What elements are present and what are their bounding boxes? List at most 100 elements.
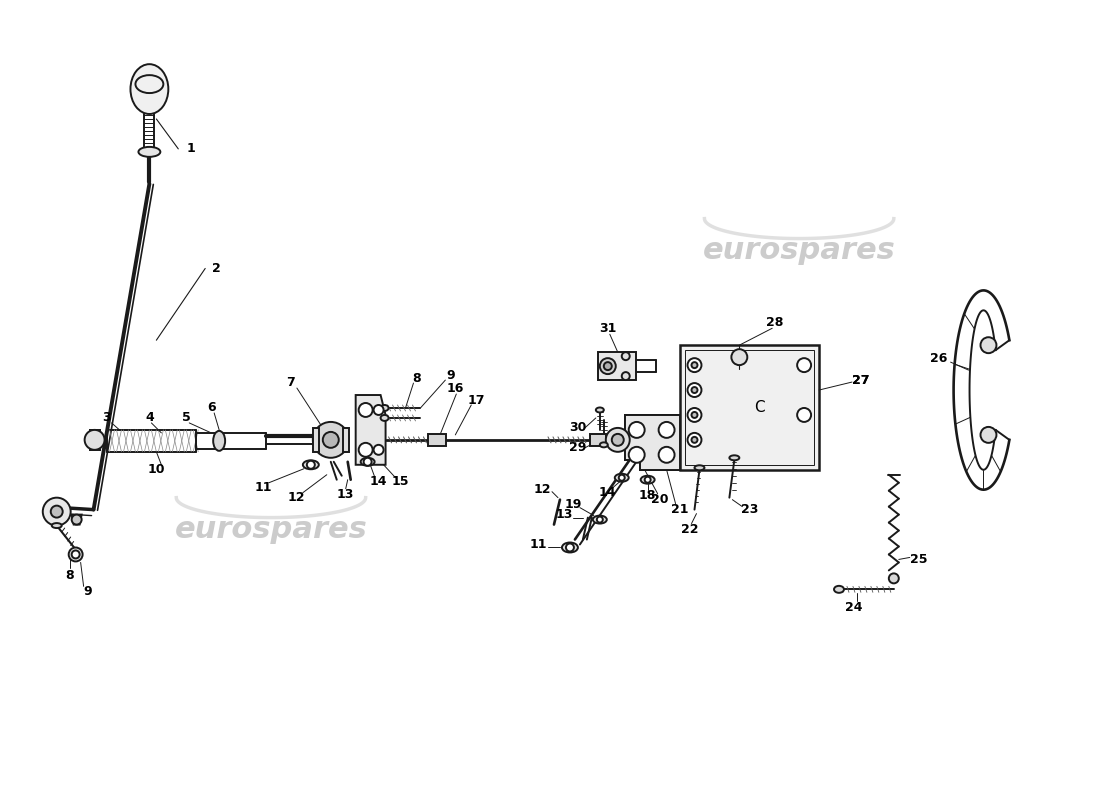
Text: 11: 11: [529, 538, 547, 551]
Text: 11: 11: [254, 481, 272, 494]
Text: 8: 8: [65, 569, 74, 582]
Ellipse shape: [562, 542, 578, 553]
Circle shape: [565, 543, 574, 551]
Circle shape: [621, 372, 629, 380]
Text: 6: 6: [207, 402, 216, 414]
Circle shape: [374, 445, 384, 455]
Circle shape: [312, 422, 349, 458]
Bar: [684, 350, 814, 465]
Polygon shape: [343, 428, 349, 452]
Circle shape: [604, 362, 612, 370]
Bar: [428, 434, 447, 446]
Ellipse shape: [640, 476, 654, 484]
Circle shape: [798, 358, 811, 372]
Polygon shape: [355, 395, 386, 465]
Ellipse shape: [729, 455, 739, 460]
Ellipse shape: [131, 64, 168, 114]
Text: 13: 13: [337, 488, 354, 501]
Ellipse shape: [593, 515, 607, 523]
Text: 21: 21: [671, 503, 689, 516]
Bar: [590, 434, 606, 446]
Text: 20: 20: [651, 493, 669, 506]
Text: 5: 5: [182, 411, 190, 425]
Text: 9: 9: [446, 369, 454, 382]
Text: 13: 13: [556, 508, 573, 521]
Circle shape: [980, 427, 997, 443]
Circle shape: [732, 349, 747, 365]
Text: 16: 16: [447, 382, 464, 394]
Text: eurospares: eurospares: [703, 236, 895, 265]
Circle shape: [659, 447, 674, 462]
Text: 22: 22: [681, 523, 698, 536]
Ellipse shape: [596, 407, 604, 413]
Ellipse shape: [302, 460, 319, 470]
Circle shape: [597, 517, 603, 522]
Ellipse shape: [139, 147, 161, 157]
Text: 30: 30: [569, 422, 586, 434]
Circle shape: [980, 338, 997, 353]
Text: 9: 9: [84, 585, 92, 598]
Circle shape: [798, 408, 811, 422]
Circle shape: [606, 428, 629, 452]
Text: 1: 1: [187, 142, 196, 155]
Text: 24: 24: [845, 601, 862, 614]
Circle shape: [688, 383, 702, 397]
Circle shape: [612, 434, 624, 446]
Circle shape: [688, 408, 702, 422]
Circle shape: [688, 358, 702, 372]
Ellipse shape: [694, 466, 704, 470]
Circle shape: [85, 430, 104, 450]
Ellipse shape: [213, 431, 226, 451]
Circle shape: [629, 447, 645, 462]
Polygon shape: [312, 428, 319, 452]
Ellipse shape: [834, 586, 844, 593]
Text: 26: 26: [930, 352, 947, 365]
Circle shape: [322, 432, 339, 448]
Polygon shape: [89, 430, 100, 450]
Circle shape: [364, 458, 372, 466]
Circle shape: [359, 403, 373, 417]
Text: 31: 31: [600, 322, 616, 334]
Text: 28: 28: [766, 316, 783, 329]
Circle shape: [72, 550, 79, 558]
Ellipse shape: [361, 458, 375, 466]
Circle shape: [692, 412, 697, 418]
Text: 7: 7: [286, 375, 295, 389]
Text: 14: 14: [370, 475, 387, 488]
Circle shape: [629, 422, 645, 438]
Polygon shape: [625, 415, 680, 470]
Text: 29: 29: [569, 442, 586, 454]
Circle shape: [68, 547, 82, 562]
Text: 12: 12: [534, 483, 551, 496]
Text: eurospares: eurospares: [175, 515, 367, 544]
Circle shape: [43, 498, 70, 526]
Text: 27: 27: [852, 374, 870, 386]
Circle shape: [307, 461, 315, 469]
Circle shape: [692, 437, 697, 443]
Bar: [680, 345, 820, 470]
Circle shape: [72, 514, 81, 525]
Circle shape: [659, 422, 674, 438]
Text: 25: 25: [910, 553, 927, 566]
Circle shape: [359, 443, 373, 457]
Circle shape: [51, 506, 63, 518]
Circle shape: [692, 362, 697, 368]
Text: 14: 14: [600, 486, 616, 499]
Text: 12: 12: [287, 491, 305, 504]
Circle shape: [692, 387, 697, 393]
Ellipse shape: [600, 442, 608, 447]
Circle shape: [889, 574, 899, 583]
Text: 10: 10: [147, 463, 165, 476]
Text: 3: 3: [102, 411, 111, 425]
Text: 2: 2: [212, 262, 220, 275]
Text: 19: 19: [564, 498, 582, 511]
Text: 27: 27: [852, 374, 870, 386]
Circle shape: [619, 474, 625, 481]
Text: 18: 18: [639, 489, 657, 502]
Circle shape: [600, 358, 616, 374]
Circle shape: [621, 352, 629, 360]
Ellipse shape: [615, 474, 629, 482]
Polygon shape: [72, 514, 81, 525]
Text: 23: 23: [740, 503, 758, 516]
Text: 15: 15: [392, 475, 409, 488]
